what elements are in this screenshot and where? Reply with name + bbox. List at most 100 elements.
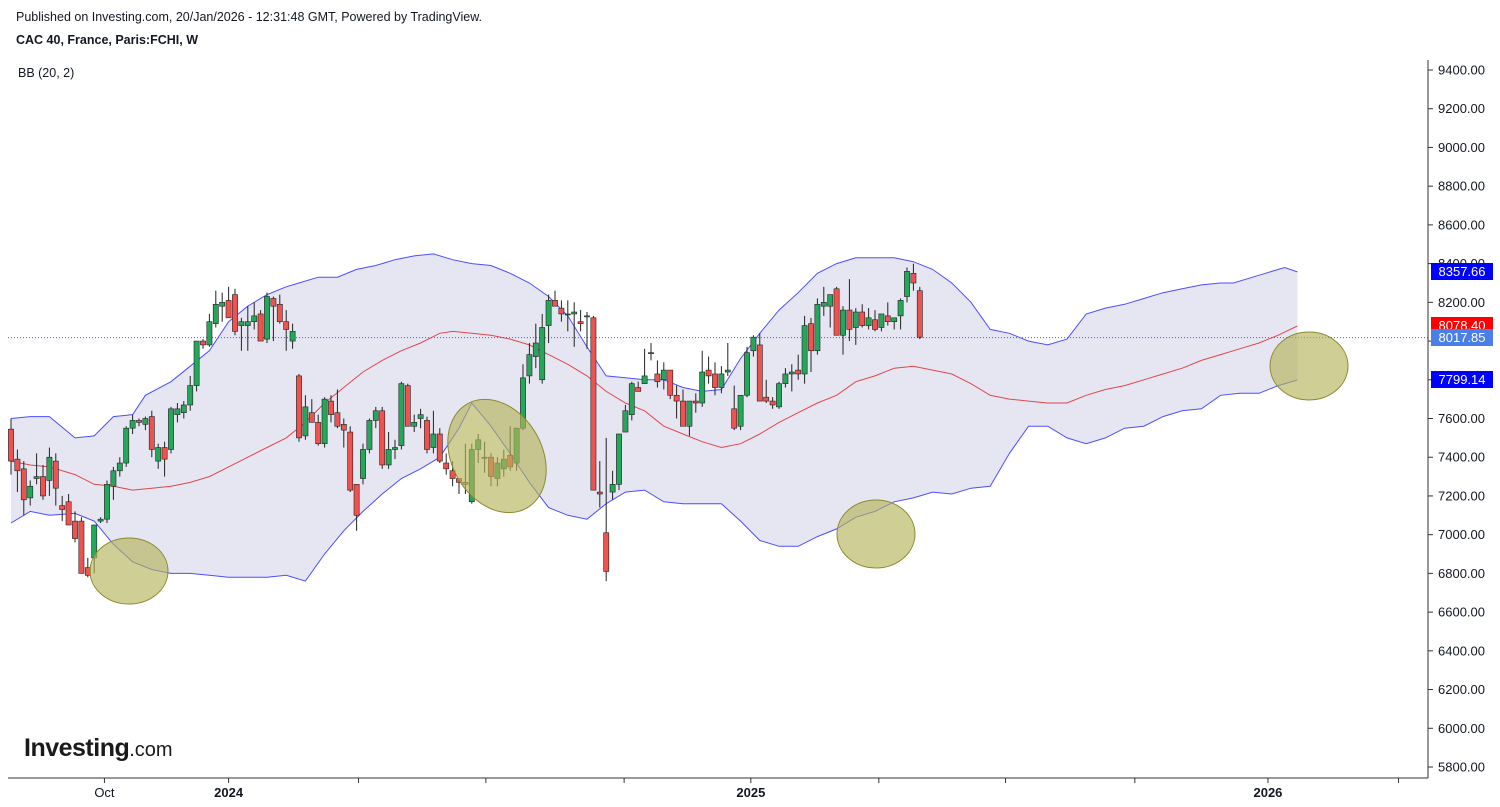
candle-body-down <box>136 420 142 423</box>
candle-body-up <box>897 300 904 317</box>
candle-body-down <box>232 294 238 332</box>
candle <box>398 381 405 450</box>
candle <box>347 426 354 493</box>
candle-body-down <box>257 313 264 342</box>
candle <box>334 389 341 429</box>
candle-body-up <box>686 400 693 427</box>
candle-body-up <box>110 470 117 487</box>
candle-body-up <box>129 420 136 429</box>
candle <box>219 292 226 322</box>
candle-body-down <box>347 431 354 491</box>
candle <box>315 414 322 446</box>
candle-body-down <box>379 410 386 466</box>
candle <box>20 461 27 516</box>
candle <box>353 484 360 531</box>
candle-body-down <box>443 462 450 470</box>
candle <box>129 414 136 434</box>
candle <box>264 292 270 343</box>
candle-body-up <box>212 303 219 324</box>
candle-body-up <box>116 462 123 472</box>
candle-body-up <box>724 369 731 373</box>
candle <box>340 418 347 448</box>
candle <box>558 300 565 322</box>
candle-body-up <box>411 422 418 427</box>
candle <box>776 381 782 409</box>
candle <box>667 369 674 400</box>
candle <box>443 453 450 475</box>
x-tick-label: 2024 <box>214 785 244 800</box>
candle-body-down <box>552 300 558 307</box>
candle <box>859 304 866 328</box>
candle-body-down <box>667 369 674 396</box>
bollinger-lower-line <box>10 379 1298 582</box>
candle-body-up <box>251 315 258 322</box>
candle-body-down <box>712 373 718 388</box>
candle <box>840 306 846 355</box>
candle <box>833 286 840 336</box>
candle-body-down <box>884 315 891 322</box>
candle-body-up <box>788 371 795 375</box>
candle <box>539 313 546 384</box>
candle-body-up <box>193 340 200 386</box>
candle-body-down <box>846 309 853 330</box>
candle <box>72 511 78 543</box>
candle <box>372 406 379 429</box>
candle <box>814 298 821 355</box>
candle-body-up <box>219 302 226 307</box>
candle-body-up <box>302 406 309 437</box>
candle <box>257 310 264 342</box>
indicator-label[interactable]: BB (20, 2) <box>18 66 75 80</box>
candle <box>33 453 40 485</box>
candle-body-up <box>564 313 571 316</box>
candle-body-up <box>852 311 859 328</box>
candle-body-down <box>558 307 565 315</box>
candle-body-down <box>795 369 802 375</box>
candle-body-up <box>609 484 616 493</box>
price-tag: 8017.85 <box>1431 329 1493 347</box>
candle <box>532 323 539 369</box>
candle <box>404 383 411 427</box>
candle <box>328 395 334 423</box>
candle-body-up <box>699 371 706 404</box>
candle <box>155 443 162 469</box>
candle-body-up <box>372 410 379 421</box>
candle-body-up <box>820 302 827 307</box>
candle <box>187 375 194 411</box>
candle-body-down <box>59 505 66 510</box>
candle-body-down <box>635 387 642 392</box>
candle-body-down <box>449 470 456 479</box>
candle-body-up <box>104 484 110 520</box>
candle <box>308 399 315 423</box>
candle-body-down <box>680 400 686 427</box>
candle-body-up <box>718 373 725 388</box>
candle-body-up <box>571 311 578 315</box>
candle-body-up <box>545 300 552 326</box>
candle-body-up <box>891 317 898 322</box>
candle-body-up <box>622 410 629 433</box>
candle <box>385 432 392 469</box>
candle <box>59 495 66 522</box>
candle <box>526 342 533 384</box>
candle-body-down <box>731 408 738 429</box>
candle <box>366 418 373 454</box>
candle <box>686 400 693 436</box>
candle <box>552 290 558 307</box>
candle <box>78 517 85 574</box>
candle <box>878 313 885 332</box>
candle-body-up <box>430 433 437 448</box>
chart-title: CAC 40, France, Paris:FCHI, W <box>16 33 198 47</box>
candle-body-down <box>72 520 78 539</box>
candle <box>852 308 859 345</box>
candle-body-down <box>833 288 840 336</box>
price-tag: 8357.66 <box>1431 263 1493 281</box>
candle-body-up <box>180 404 187 413</box>
candle <box>673 385 680 419</box>
candle-body-up <box>904 271 910 297</box>
candle <box>744 346 750 398</box>
y-tick-label: 8800.00 <box>1438 179 1485 194</box>
candle-body-up <box>155 447 162 462</box>
candle-body-down <box>8 428 14 462</box>
candle-body-up <box>97 518 104 522</box>
candle-body-up <box>238 321 245 326</box>
